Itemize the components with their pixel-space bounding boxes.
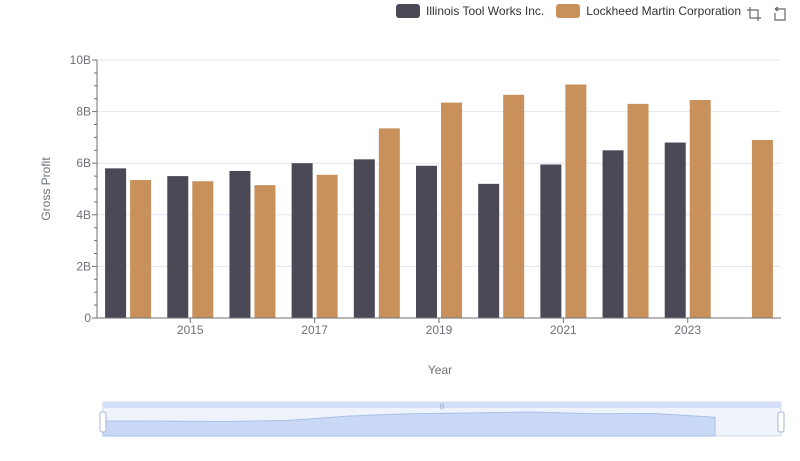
x-tick-label: 2015 — [177, 323, 204, 337]
bar-illinois-2018[interactable] — [353, 159, 375, 318]
bar-illinois-2023[interactable] — [664, 142, 686, 318]
x-axis: 2015 2017 2019 2021 2023 — [97, 317, 781, 337]
slider-move-bar[interactable] — [103, 402, 781, 408]
slider-handle-right[interactable] — [777, 411, 785, 433]
bar-lockheed-2018[interactable] — [378, 128, 400, 318]
bar-illinois-2022[interactable] — [602, 150, 624, 318]
bar-lockheed-2017[interactable] — [316, 174, 338, 318]
slider-preview-area — [102, 411, 716, 437]
y-tick-label: 2B — [76, 259, 91, 273]
y-tick-label: 10B — [70, 53, 91, 67]
bar-illinois-2014[interactable] — [105, 168, 127, 318]
y-axis-label: Gross Profit — [39, 157, 53, 221]
bar-lockheed-2016[interactable] — [254, 185, 276, 318]
y-tick-label: 0 — [84, 311, 91, 325]
bar-lockheed-2014[interactable] — [130, 179, 152, 318]
legend-item-illinois-tool-works[interactable]: Illinois Tool Works Inc. — [396, 4, 544, 18]
zoom-reset-icon[interactable] — [772, 6, 788, 22]
x-tick-label: 2021 — [550, 323, 577, 337]
x-tick-label: 2017 — [301, 323, 328, 337]
legend-item-lockheed-martin[interactable]: Lockheed Martin Corporation — [556, 4, 741, 18]
toolbox — [746, 6, 788, 22]
y-axis: 0 2B 4B 6B 8B 10B — [70, 53, 98, 325]
y-tick-label: 6B — [76, 156, 91, 170]
bar-lockheed-2022[interactable] — [627, 103, 649, 318]
bar-lockheed-2021[interactable] — [565, 84, 587, 318]
bar-lockheed-2020[interactable] — [503, 94, 525, 318]
zoom-icon[interactable] — [746, 6, 762, 22]
bars — [105, 84, 773, 319]
bar-lockheed-2015[interactable] — [192, 181, 214, 318]
bar-illinois-2021[interactable] — [540, 164, 562, 318]
x-tick-label: 2019 — [426, 323, 453, 337]
legend-label-illinois: Illinois Tool Works Inc. — [426, 4, 545, 18]
legend-swatch-illinois — [396, 4, 420, 18]
slider-handle-left[interactable] — [99, 411, 107, 433]
legend-label-lockheed: Lockheed Martin Corporation — [586, 4, 742, 18]
bar-lockheed-2023[interactable] — [689, 99, 711, 319]
bar-lockheed-2024[interactable] — [751, 139, 773, 318]
y-tick-label: 8B — [76, 105, 91, 119]
legend: Illinois Tool Works Inc. Lockheed Martin… — [396, 4, 741, 18]
bar-illinois-2019[interactable] — [416, 165, 437, 318]
bar-illinois-2016[interactable] — [229, 170, 251, 318]
x-tick-label: 2023 — [674, 323, 701, 337]
legend-swatch-lockheed — [556, 4, 581, 18]
x-axis-label: Year — [428, 363, 452, 377]
y-tick-label: 4B — [76, 208, 91, 222]
bar-illinois-2020[interactable] — [478, 183, 500, 318]
bar-illinois-2017[interactable] — [291, 163, 313, 318]
bar-illinois-2015[interactable] — [167, 176, 189, 318]
bar-lockheed-2019[interactable] — [441, 102, 462, 318]
slider-grip[interactable]: ||| — [440, 404, 445, 410]
data-zoom-slider[interactable]: ||| — [99, 401, 785, 437]
